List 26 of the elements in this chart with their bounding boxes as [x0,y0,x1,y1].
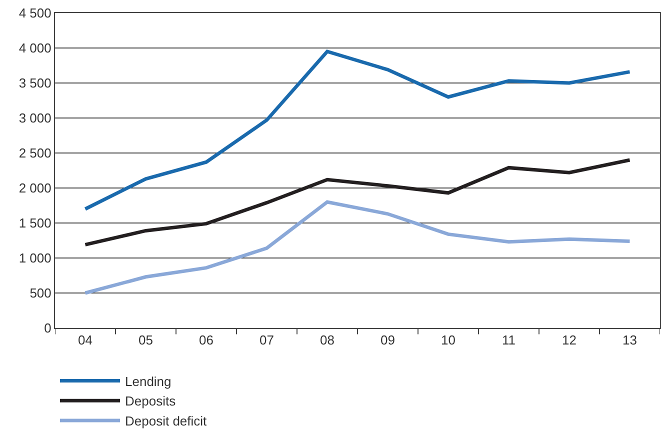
x-tick-label: 12 [562,332,576,348]
legend-label: Deposits [125,394,176,409]
x-tick-label: 10 [441,332,456,348]
legend-label: Lending [125,374,172,389]
y-tick-label: 1 500 [18,216,52,231]
line-series [84,158,632,246]
y-tick-label: 4 500 [18,6,52,21]
x-tick-label: 05 [138,332,153,348]
y-tick-label: 0 [44,320,52,336]
y-tick-label: 500 [30,286,52,301]
y-tick-label: 2 000 [18,180,52,196]
x-tick-label: 06 [199,332,214,348]
y-tick-label: 1 000 [18,250,52,266]
y-tick-label: 3 500 [18,76,52,91]
x-tick-label: 04 [78,332,92,348]
x-tick-label: 08 [320,332,334,348]
line-series [84,200,632,295]
line-series [84,50,632,211]
y-tick-label: 2 500 [18,146,52,161]
x-tick-label: 11 [502,332,516,348]
legend-label: Deposit deficit [125,414,208,429]
x-tick-label: 07 [260,332,274,348]
x-tick-label: 09 [380,332,395,348]
x-tick-label: 13 [622,332,637,348]
y-tick-label: 3 000 [18,110,52,126]
y-tick-label: 4 000 [18,40,52,56]
